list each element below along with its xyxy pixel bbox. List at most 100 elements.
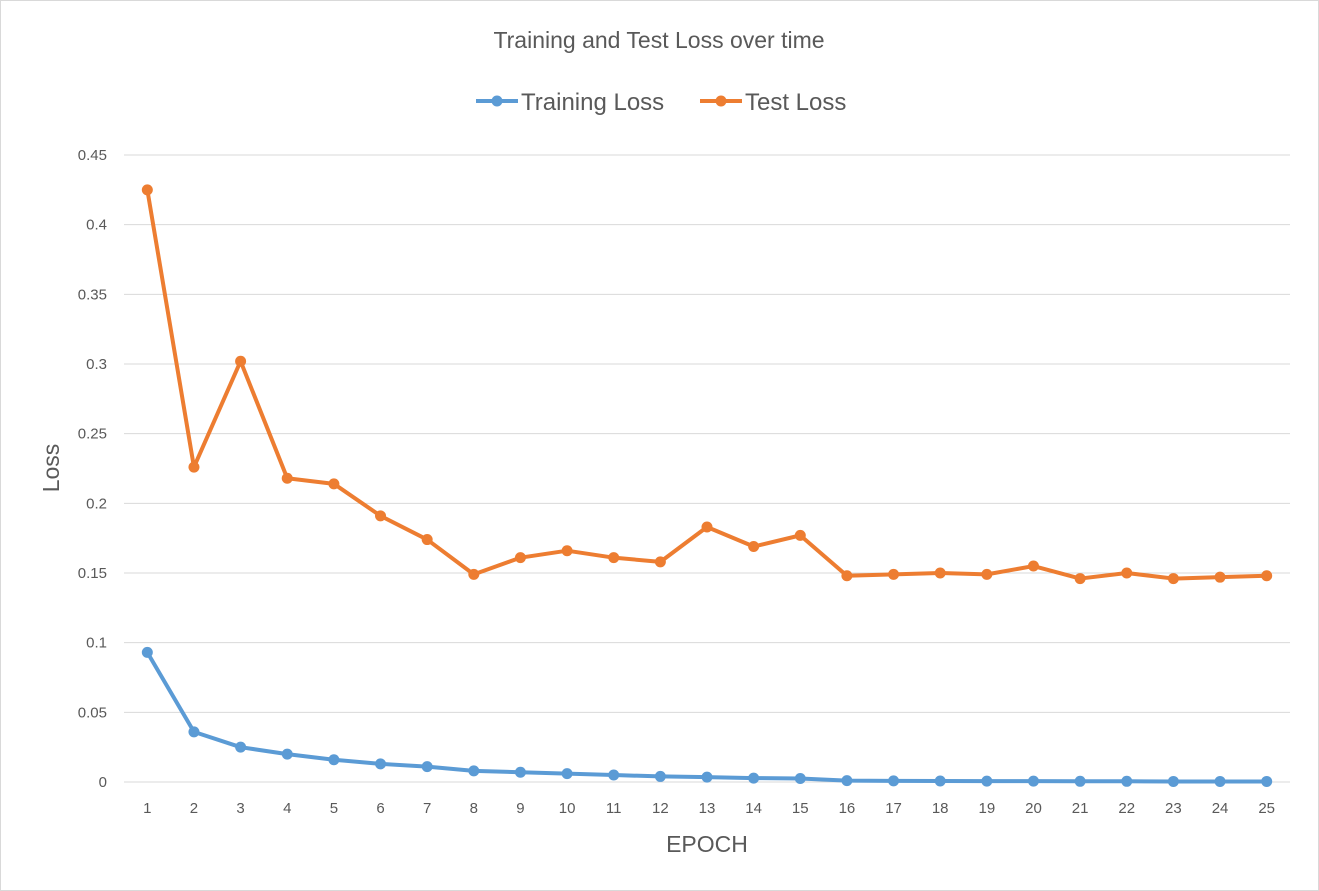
y-tick-label: 0.1 — [86, 635, 107, 652]
data-point — [1074, 573, 1086, 585]
data-point — [235, 741, 247, 753]
y-tick-label: 0.45 — [78, 147, 107, 164]
x-tick-label: 20 — [1025, 800, 1042, 817]
data-point — [1027, 775, 1039, 787]
x-tick-label: 25 — [1258, 800, 1275, 817]
x-tick-label: 2 — [190, 800, 198, 817]
x-tick-label: 19 — [978, 800, 995, 817]
series-line — [145, 187, 1269, 581]
y-tick-label: 0.35 — [78, 286, 107, 303]
data-point — [235, 355, 247, 367]
x-axis-label: EPOCH — [666, 831, 748, 857]
data-point — [468, 568, 480, 580]
x-tick-label: 13 — [699, 800, 716, 817]
y-tick-label: 0.3 — [86, 356, 107, 373]
data-point — [514, 552, 526, 564]
data-point — [468, 765, 480, 777]
legend-item: Training Loss — [476, 89, 664, 116]
y-tick-label: 0.25 — [78, 426, 107, 443]
data-point — [888, 775, 900, 787]
data-point — [561, 768, 573, 780]
x-tick-label: 22 — [1118, 800, 1135, 817]
x-tick-label: 21 — [1072, 800, 1089, 817]
legend-label: Training Loss — [521, 89, 664, 116]
y-tick-label: 0.15 — [78, 565, 107, 582]
data-point — [188, 726, 200, 738]
data-point — [421, 534, 433, 546]
x-tick-label: 14 — [745, 800, 762, 817]
data-point — [934, 775, 946, 787]
x-tick-label: 11 — [606, 800, 622, 817]
data-point — [748, 541, 760, 553]
data-point — [1121, 567, 1133, 579]
x-tick-label: 16 — [839, 800, 856, 817]
legend-item: Test Loss — [700, 89, 846, 116]
x-tick-label: 1 — [143, 800, 151, 817]
data-point — [1074, 775, 1086, 787]
data-point — [608, 552, 620, 564]
data-point — [1214, 571, 1226, 583]
data-point — [1121, 775, 1133, 787]
legend-marker — [491, 95, 503, 107]
legend-label: Test Loss — [745, 89, 846, 116]
series-1 — [141, 646, 1273, 787]
x-tick-label: 8 — [470, 800, 478, 817]
data-point — [421, 761, 433, 773]
data-point — [748, 772, 760, 784]
x-tick-label: 3 — [236, 800, 244, 817]
data-point — [701, 771, 713, 783]
data-point — [654, 770, 666, 782]
data-point — [514, 766, 526, 778]
data-point — [141, 184, 153, 196]
data-point — [1261, 775, 1273, 787]
x-tick-label: 23 — [1165, 800, 1182, 817]
x-tick-label: 6 — [376, 800, 384, 817]
data-point — [841, 775, 853, 787]
x-tick-label: 9 — [516, 800, 524, 817]
data-point — [981, 568, 993, 580]
x-tick-label: 15 — [792, 800, 809, 817]
series-2 — [141, 184, 1273, 585]
gridlines — [124, 154, 1290, 783]
data-point — [1214, 775, 1226, 787]
data-point — [981, 775, 993, 787]
x-axis-ticks: 1 2 3 4 5 6 7 8 9 10 11 12 13 14 15 16 17 18 19 20 21 22 23 24 2… — [143, 800, 1275, 817]
data-point — [141, 646, 153, 658]
data-point — [794, 773, 806, 785]
data-point — [375, 510, 387, 522]
x-tick-label: 5 — [330, 800, 338, 817]
y-axis-label: Loss — [38, 444, 64, 493]
data-point — [328, 478, 340, 490]
legend-marker — [715, 95, 727, 107]
y-axis-ticks: 0 0.05 0.1 0.15 0.2 0.25 0.3 0.35 0.4 0.45 — [78, 147, 107, 791]
data-point — [888, 568, 900, 580]
x-tick-label: 4 — [283, 800, 291, 817]
x-tick-label: 24 — [1212, 800, 1229, 817]
data-point — [654, 556, 666, 568]
x-tick-label: 18 — [932, 800, 949, 817]
data-point — [281, 748, 293, 760]
data-point — [794, 529, 806, 541]
data-point — [934, 567, 946, 579]
y-tick-label: 0.2 — [86, 495, 107, 512]
chart-title: Training and Test Loss over time — [493, 27, 824, 53]
data-point — [1261, 570, 1273, 582]
data-point — [608, 769, 620, 781]
data-point — [1167, 573, 1179, 585]
data-point — [328, 754, 340, 766]
data-point — [281, 472, 293, 484]
x-tick-label: 7 — [423, 800, 431, 817]
y-tick-label: 0.05 — [78, 704, 107, 721]
data-point — [561, 545, 573, 557]
x-tick-label: 10 — [559, 800, 576, 817]
series-group — [141, 184, 1273, 787]
x-tick-label: 17 — [885, 800, 902, 817]
y-tick-label: 0.4 — [86, 217, 107, 234]
data-point — [841, 570, 853, 582]
data-point — [1027, 560, 1039, 572]
data-point — [375, 758, 387, 770]
y-tick-label: 0 — [99, 774, 107, 791]
data-point — [701, 521, 713, 533]
